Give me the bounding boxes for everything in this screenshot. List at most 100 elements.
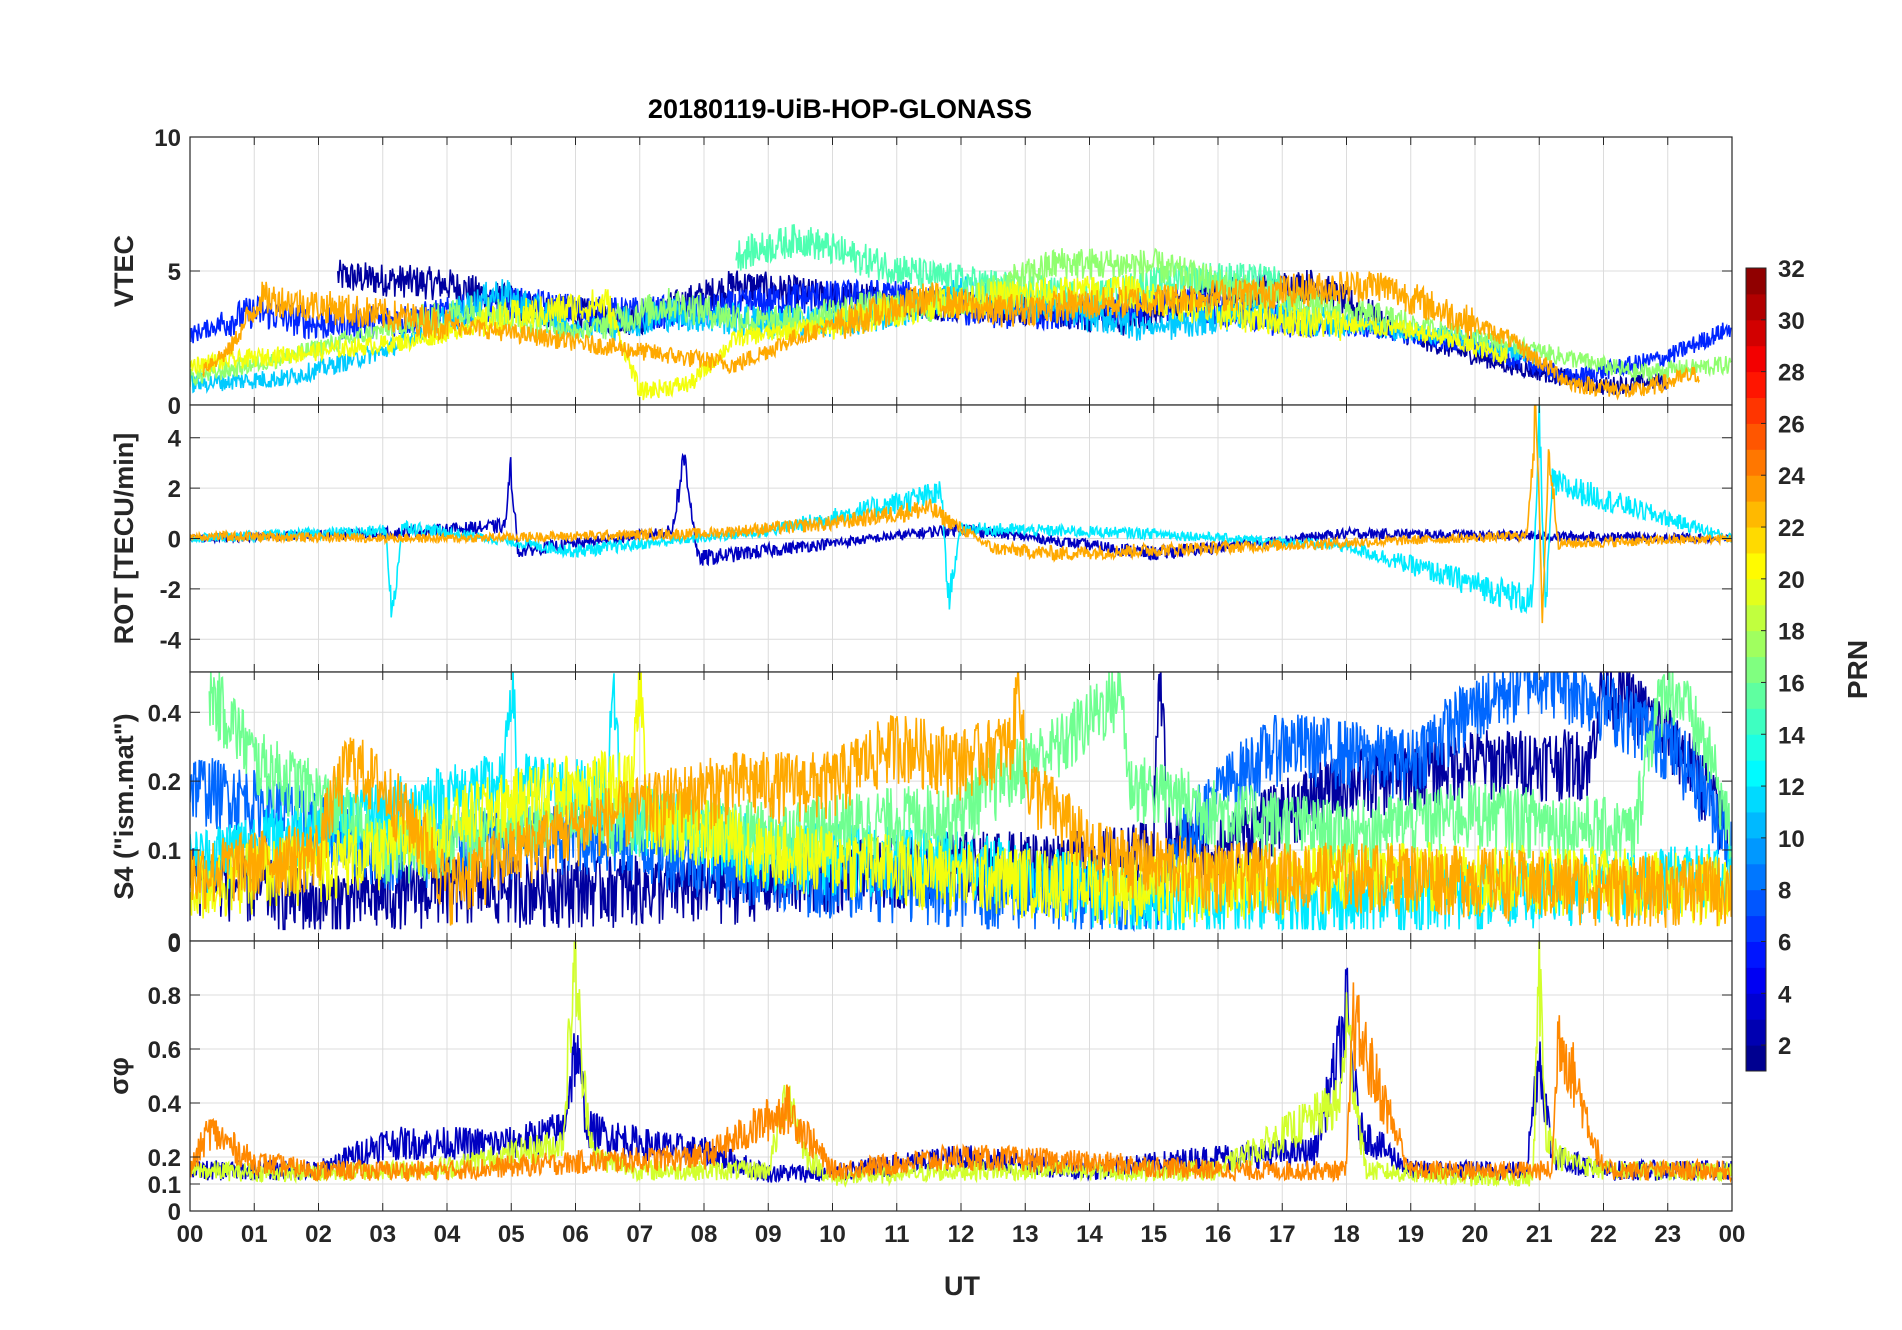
colorbar-swatch	[1746, 578, 1766, 606]
x-tick-label: 07	[626, 1221, 653, 1248]
y-tick-label: 0.1	[148, 838, 181, 865]
colorbar-tick-label: 8	[1778, 878, 1791, 905]
y-tick-label: 0.6	[148, 1037, 181, 1064]
y-tick-label: 4	[168, 426, 182, 453]
colorbar-swatch	[1746, 501, 1766, 528]
colorbar-swatch	[1746, 837, 1766, 865]
colorbar-tick-label: 6	[1778, 929, 1791, 956]
colorbar-tick-label: 32	[1778, 256, 1805, 283]
colorbar-swatch	[1746, 268, 1766, 295]
y-axis-label-rot: ROT [TECU/min]	[109, 433, 139, 644]
panel-rot: -4 -2 0 2 4 ROT [TECU/min]	[109, 404, 1733, 673]
colorbar-swatch	[1746, 423, 1766, 450]
x-tick-labels: 00 01 02 03 04 05 06 07 08 09 10 11 12 13 14 15 16 17 18 19…	[177, 1221, 1746, 1248]
x-tick-label: 00	[1719, 1221, 1746, 1248]
colorbar-tick-label: 20	[1778, 567, 1805, 594]
colorbar-swatch	[1746, 811, 1766, 839]
colorbar-swatch	[1746, 371, 1766, 399]
x-tick-label: 22	[1590, 1221, 1617, 1248]
colorbar-tick-label: 10	[1778, 826, 1805, 853]
x-tick-label: 02	[305, 1221, 332, 1248]
y-tick-label: -2	[160, 577, 181, 604]
colorbar-label: PRN	[1842, 640, 1873, 699]
colorbar-tick-label: 12	[1778, 774, 1805, 801]
colorbar-swatch	[1746, 734, 1766, 761]
y-tick-label: 2	[168, 476, 181, 503]
colorbar-tick-label: 16	[1778, 670, 1805, 697]
colorbar-tick-label: 28	[1778, 360, 1805, 387]
colorbar-tick-label: 26	[1778, 411, 1805, 438]
y-tick-label: 0	[168, 393, 181, 420]
x-tick-label: 08	[691, 1221, 718, 1248]
colorbar-swatch	[1746, 915, 1766, 942]
colorbar-swatch	[1746, 630, 1766, 658]
x-tick-label: 04	[434, 1221, 461, 1248]
y-tick-label: 0.4	[148, 1091, 182, 1118]
x-tick-label: 16	[1205, 1221, 1232, 1248]
x-tick-label: 10	[819, 1221, 846, 1248]
y-tick-label: 0	[168, 527, 181, 554]
x-tick-label: 23	[1654, 1221, 1681, 1248]
x-tick-label: 11	[884, 1221, 909, 1248]
chart-title: 20180119-UiB-HOP-GLONASS	[648, 94, 1032, 124]
x-tick-label: 18	[1333, 1221, 1360, 1248]
y-tick-label: 0.4	[148, 700, 182, 727]
y-tick-label: 5	[168, 259, 181, 286]
colorbar-tick-label: 30	[1778, 308, 1805, 335]
x-tick-label: 03	[369, 1221, 396, 1248]
colorbar-swatch	[1746, 656, 1766, 683]
colorbar-swatch	[1746, 449, 1766, 476]
colorbar-swatch	[1746, 552, 1766, 580]
colorbar-swatch	[1746, 293, 1766, 321]
colorbar-tick-label: 18	[1778, 619, 1805, 646]
y-tick-label: 10	[154, 125, 181, 152]
colorbar-swatch	[1746, 397, 1766, 424]
x-tick-label: 13	[1012, 1221, 1039, 1248]
series-prn-23	[190, 672, 1732, 928]
colorbar-swatch	[1746, 319, 1766, 347]
x-tick-label: 15	[1140, 1221, 1167, 1248]
x-tick-label: 21	[1526, 1221, 1553, 1248]
x-tick-label: 09	[755, 1221, 782, 1248]
colorbar-swatch	[1746, 682, 1766, 709]
y-tick-label: 0.2	[148, 769, 181, 796]
colorbar-swatch	[1746, 475, 1766, 502]
series-prn-24	[190, 982, 1732, 1184]
series-prn-23	[202, 270, 1701, 401]
y-axis-label-sigma_phi: σφ	[104, 1057, 134, 1095]
x-tick-label: 12	[948, 1221, 975, 1248]
x-tick-label: 20	[1462, 1221, 1489, 1248]
colorbar-swatch	[1746, 786, 1766, 813]
x-axis-label: UT	[944, 1271, 980, 1301]
x-tick-label: 00	[177, 1221, 204, 1248]
series-prn-23	[190, 405, 1732, 624]
y-tick-label: -4	[160, 627, 182, 654]
panel-s4: 0.1 0.2 0.4 S4 ("ism.mat")	[109, 671, 1733, 942]
y-axis-label-s4: S4 ("ism.mat")	[109, 713, 139, 899]
y-tick-label: 0.8	[148, 983, 181, 1010]
colorbar-swatch	[1746, 345, 1766, 373]
colorbar-swatch	[1746, 760, 1766, 787]
y-axis-label-vtec: VTEC	[109, 235, 139, 307]
colorbar-swatch	[1746, 863, 1766, 891]
x-tick-label: 05	[498, 1221, 525, 1248]
y-tick-label: 0.1	[148, 1172, 181, 1199]
top-axis-label: 0	[168, 929, 181, 956]
y-tick-label: 0.2	[148, 1145, 181, 1172]
colorbar-tick-label: 2	[1778, 1033, 1791, 1060]
colorbar-swatch	[1746, 527, 1766, 554]
top-axis-label: 0	[168, 931, 181, 958]
x-tick-label: 06	[562, 1221, 589, 1248]
colorbar-swatch	[1746, 993, 1766, 1020]
colorbar-swatch	[1746, 604, 1766, 632]
colorbar-swatch	[1746, 1019, 1766, 1046]
colorbar-tick-label: 14	[1778, 722, 1805, 749]
y-tick-label: 0	[168, 1199, 181, 1226]
colorbar-tick-label: 24	[1778, 463, 1805, 490]
colorbar-tick-label: 4	[1778, 981, 1792, 1008]
x-tick-label: 14	[1076, 1221, 1103, 1248]
